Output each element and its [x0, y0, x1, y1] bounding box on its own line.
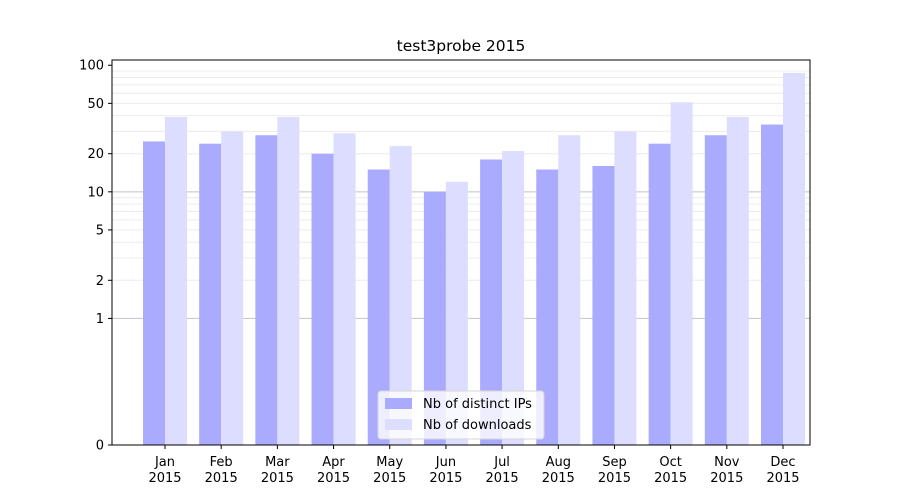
- bar-downloads-oct: [670, 102, 693, 445]
- bar-downloads-nov: [726, 117, 749, 446]
- y-tick-label: 5: [96, 223, 104, 238]
- x-tick-label-year: 2015: [373, 471, 406, 486]
- bar-distinct-ips-jan: [143, 141, 165, 445]
- bar-downloads-jan: [165, 117, 187, 446]
- bar-distinct-ips-oct: [648, 143, 671, 445]
- bar-downloads-sep: [614, 131, 637, 445]
- x-tick-label-month: Apr: [322, 455, 345, 470]
- x-tick-label-year: 2015: [710, 471, 743, 486]
- y-tick-label: 10: [87, 185, 104, 200]
- legend: Nb of distinct IPs Nb of downloads: [377, 390, 545, 440]
- x-tick-label-year: 2015: [766, 471, 799, 486]
- x-tick-label-year: 2015: [148, 471, 181, 486]
- y-tick-label: 100: [79, 59, 104, 74]
- bars-layer: [143, 72, 805, 446]
- x-tick-label-year: 2015: [261, 471, 294, 486]
- x-tick-label-month: Jun: [435, 455, 456, 470]
- bar-distinct-ips-feb: [199, 143, 222, 445]
- legend-label: Nb of distinct IPs: [423, 397, 532, 412]
- plot-frame: [111, 59, 811, 446]
- y-tick-label: 20: [87, 147, 104, 162]
- legend-swatch: [385, 419, 412, 430]
- bar-downloads-feb: [221, 131, 244, 445]
- x-tick-label-year: 2015: [598, 471, 631, 486]
- bar-distinct-ips-jul: [480, 159, 503, 445]
- y-tick-label: 2: [96, 274, 104, 289]
- x-tick-label-year: 2015: [429, 471, 462, 486]
- chart-title: test3probe 2015: [397, 37, 526, 55]
- x-tick-label-year: 2015: [654, 471, 687, 486]
- bar-downloads-jul: [502, 151, 525, 445]
- axes-layer: 0125102050100Jan2015Feb2015Mar2015Apr201…: [79, 59, 811, 486]
- x-tick-label-month: Dec: [770, 455, 795, 470]
- x-tick-label-month: Nov: [714, 455, 740, 470]
- legend-box: [377, 390, 545, 440]
- y-tick-label: 0: [96, 439, 104, 454]
- x-tick-label-month: Feb: [210, 455, 233, 470]
- bar-distinct-ips-aug: [536, 169, 559, 445]
- x-tick-label-year: 2015: [542, 471, 575, 486]
- x-tick-label-month: Oct: [659, 455, 681, 470]
- x-tick-label-year: 2015: [486, 471, 519, 486]
- x-tick-label-month: Jul: [493, 455, 510, 470]
- legend-swatch: [385, 398, 412, 409]
- x-tick-label-month: Sep: [602, 455, 627, 470]
- bar-downloads-mar: [277, 117, 300, 446]
- bar-downloads-dec: [783, 72, 805, 446]
- x-tick-label-month: Jan: [154, 455, 175, 470]
- bar-distinct-ips-nov: [704, 135, 727, 445]
- x-tick-label-month: Mar: [265, 455, 290, 470]
- bar-distinct-ips-apr: [311, 153, 334, 446]
- y-tick-label: 50: [87, 97, 104, 112]
- bar-distinct-ips-mar: [255, 135, 278, 445]
- x-tick-label-year: 2015: [205, 471, 238, 486]
- x-tick-label-month: May: [376, 455, 403, 470]
- bar-distinct-ips-jun: [423, 191, 446, 445]
- bar-distinct-ips-may: [367, 169, 390, 445]
- bar-downloads-jun: [445, 181, 468, 445]
- bar-downloads-apr: [333, 133, 356, 445]
- bar-downloads-aug: [558, 135, 581, 445]
- x-tick-label-month: Aug: [546, 455, 571, 470]
- bar-downloads-may: [389, 146, 412, 445]
- bar-distinct-ips-sep: [592, 165, 615, 446]
- y-tick-label: 1: [96, 312, 104, 327]
- legend-label: Nb of downloads: [423, 418, 532, 433]
- bar-distinct-ips-dec: [761, 124, 783, 445]
- x-tick-label-year: 2015: [317, 471, 350, 486]
